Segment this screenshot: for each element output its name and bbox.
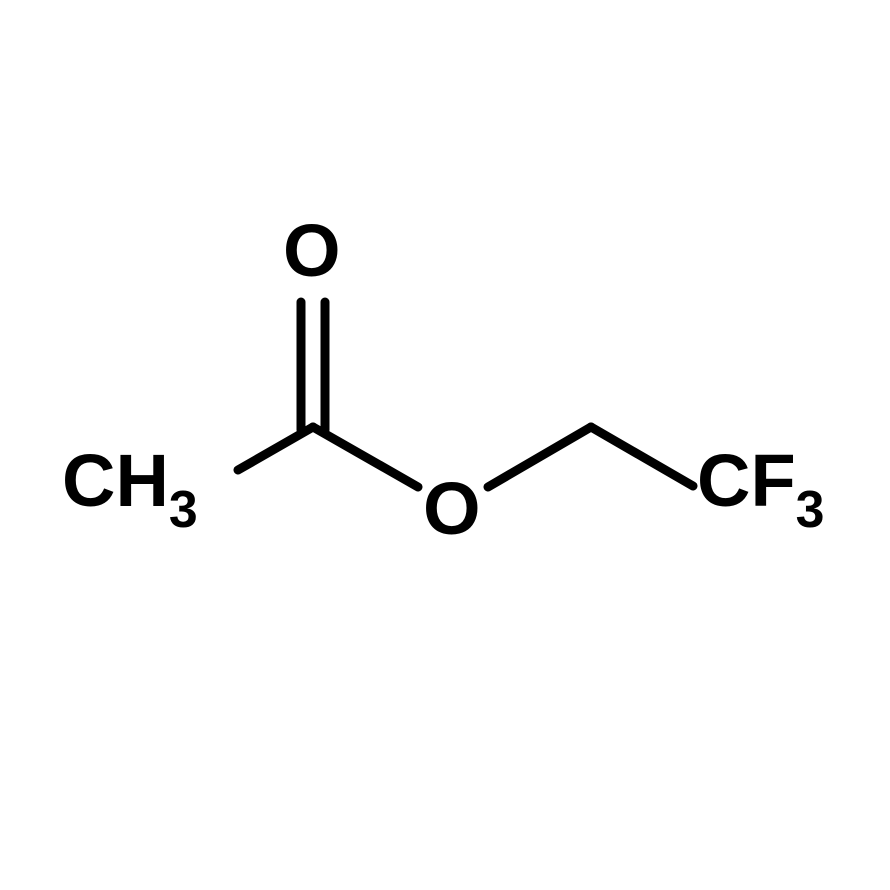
bond-ch2-cf3 xyxy=(591,427,693,486)
bond-c-o-ester xyxy=(313,427,418,487)
bond-o-ch2 xyxy=(488,427,591,487)
atom-o-carbonyl: O xyxy=(283,208,341,293)
atom-cf3: CF3 xyxy=(697,438,824,534)
atom-ch3: CH3 xyxy=(62,438,198,534)
atom-o-ester: O xyxy=(423,466,481,551)
